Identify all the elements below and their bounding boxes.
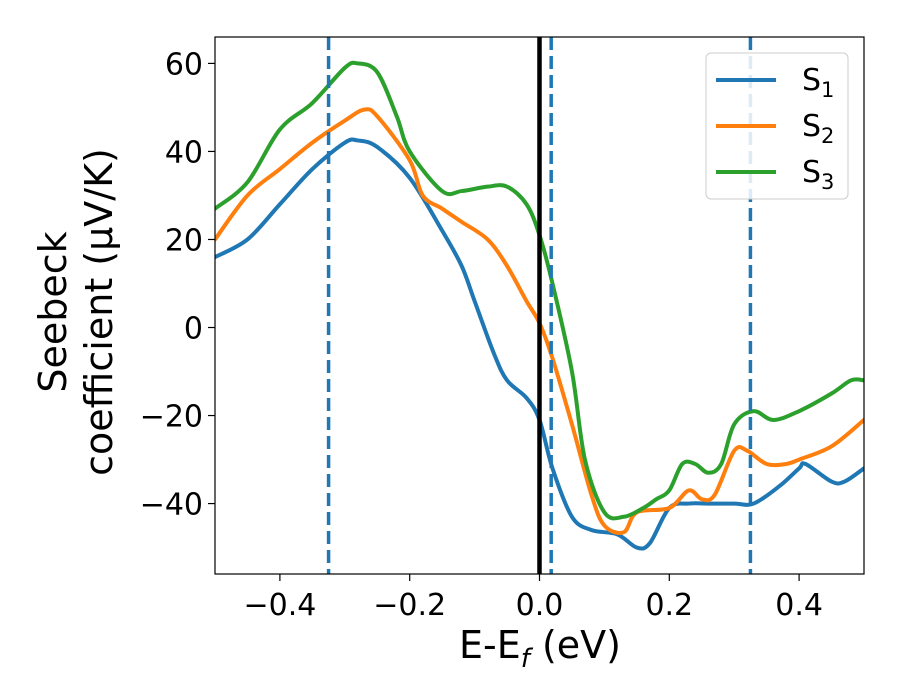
legend-label-s2: S2 xyxy=(802,109,834,148)
x-axis-label-suffix: (eV) xyxy=(530,623,621,667)
plot-clip-group xyxy=(215,37,864,574)
y-tick-label: −40 xyxy=(140,488,203,523)
y-tick-label: 20 xyxy=(165,223,203,258)
x-tick-label: 0.0 xyxy=(516,588,564,623)
legend-box xyxy=(705,52,849,200)
y-axis-label-line1: Seebeck xyxy=(31,231,75,392)
y-tick-label: 60 xyxy=(165,47,203,82)
legend-label-s1: S1 xyxy=(802,63,834,102)
y-tick-label: 40 xyxy=(165,135,203,170)
series-line-s1 xyxy=(215,137,864,551)
plot-area xyxy=(215,37,864,574)
x-tick-label: −0.2 xyxy=(373,588,446,623)
y-tick-label: −20 xyxy=(140,400,203,435)
x-axis-label: E-Ef (eV) xyxy=(459,623,621,674)
legend-label-s3: S3 xyxy=(802,155,834,194)
axes: −0.4 −0.2 0.0 0.2 0.4 −40 −20 0 20 40 60 xyxy=(140,36,865,623)
y-axis-label-line2: coefficient (μV/K) xyxy=(77,148,121,476)
x-tick-label: −0.4 xyxy=(243,588,316,623)
y-tick-label: 0 xyxy=(184,312,203,347)
y-axis-label: Seebeck coefficient (μV/K) xyxy=(31,148,121,476)
x-axis-label-base: E-E xyxy=(459,623,521,667)
series-line-s3 xyxy=(215,60,864,521)
legend: S1 S2 S3 xyxy=(705,52,849,200)
x-tick-label: 0.4 xyxy=(775,588,823,623)
series-line-s2 xyxy=(215,107,864,535)
x-tick-label: 0.2 xyxy=(645,588,693,623)
